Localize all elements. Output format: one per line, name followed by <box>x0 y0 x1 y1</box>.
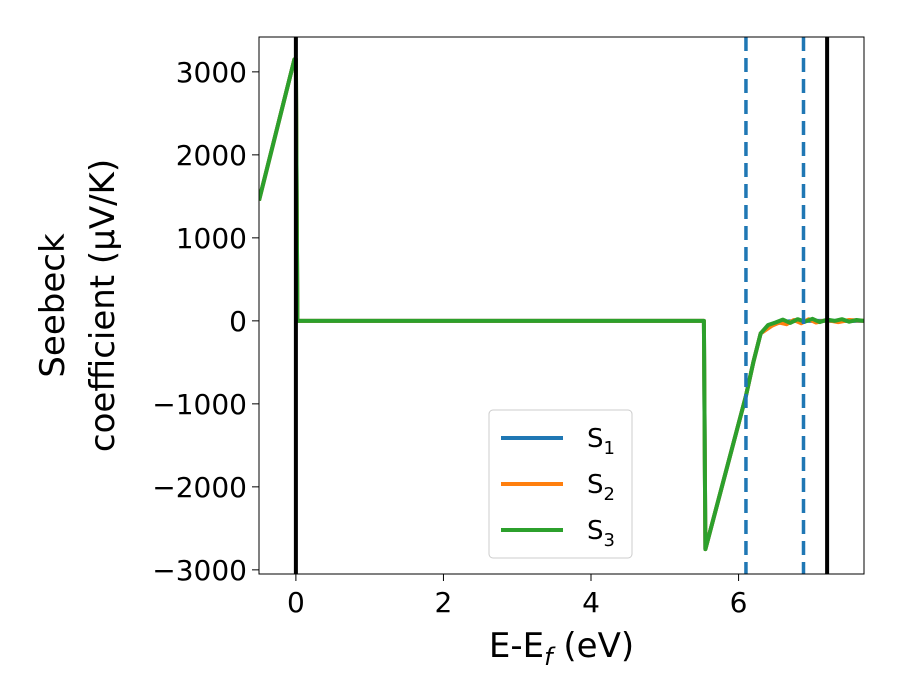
x-axis-label-unit: (eV) <box>553 626 635 666</box>
axes: 0 2 4 6 3000 2000 1000 0 −1000 −2000 −3000 <box>152 56 747 619</box>
x-axis-label-main: E-E <box>489 626 544 666</box>
legend: S1 S2 S3 <box>488 409 633 559</box>
series-line-3 <box>259 57 864 552</box>
x-tick-label: 4 <box>582 586 600 619</box>
x-tick-label: 2 <box>435 586 453 619</box>
y-tick-label: −3000 <box>152 554 247 587</box>
y-tick-label: 1000 <box>176 222 247 255</box>
y-tick-label: 0 <box>229 305 247 338</box>
y-tick-label: −2000 <box>152 471 247 504</box>
legend-label-1: S1 <box>587 424 615 459</box>
plot-frame <box>258 36 865 575</box>
legend-label-3: S3 <box>587 516 615 551</box>
plot-area <box>259 37 864 574</box>
y-axis-label-line2: coefficient (μV/K) <box>83 159 123 452</box>
legend-label-2: S2 <box>587 470 615 505</box>
y-axis-label-line1: Seebeck <box>33 233 73 378</box>
y-tick-label: 2000 <box>176 139 247 172</box>
x-tick-label: 0 <box>287 586 305 619</box>
x-tick-label: 6 <box>730 586 748 619</box>
x-axis-label: E-Ef (eV) <box>489 626 634 671</box>
y-tick-label: −1000 <box>152 388 247 421</box>
y-tick-label: 3000 <box>176 56 247 89</box>
